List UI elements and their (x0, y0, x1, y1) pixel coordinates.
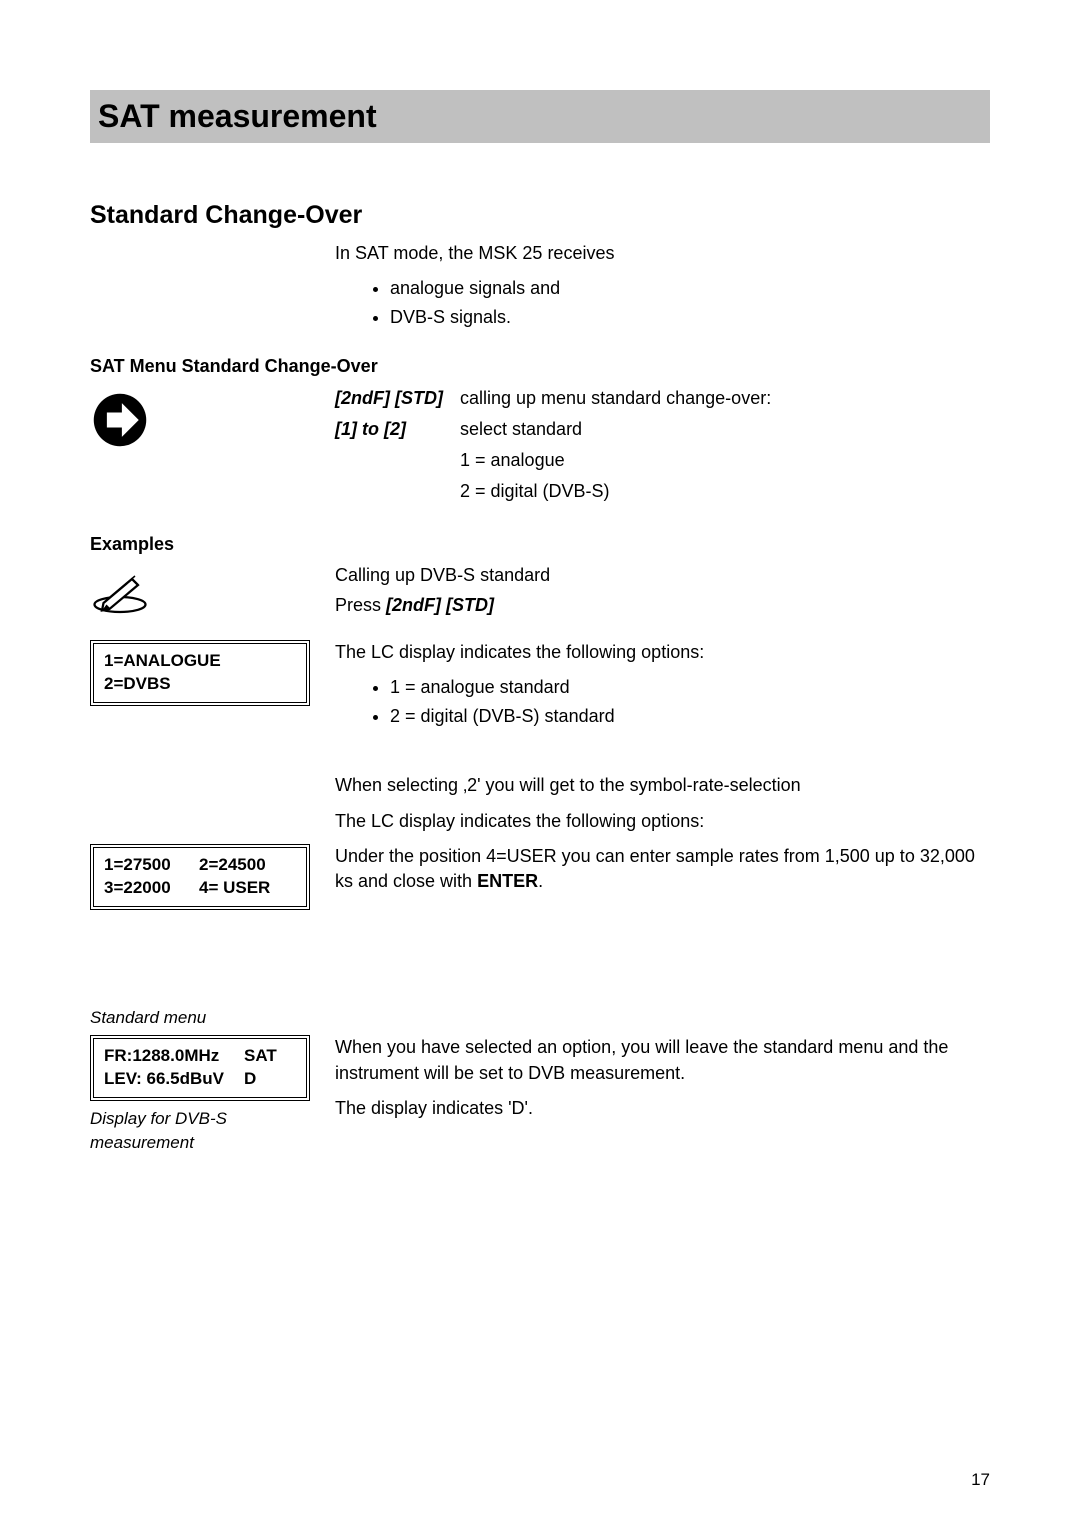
key-desc: select standard (460, 417, 990, 442)
p3-a: Under the position 4=USER you can enter … (335, 846, 975, 891)
key-label: [1] to [2] (335, 417, 450, 442)
list-item: 2 = digital (DVB-S) standard (390, 704, 990, 729)
lcd-cell: 3=22000 (104, 877, 199, 900)
lcd-cell: 1=27500 (104, 854, 199, 877)
press-prefix: Press (335, 595, 386, 615)
lcd-cell: SAT (244, 1045, 277, 1068)
option-item: 2 = digital (DVB-S) (460, 479, 990, 504)
lcd-box-1: 1=ANALOGUE 2=DVBS (90, 640, 310, 706)
examples-heading: Examples (90, 532, 990, 557)
key-desc: calling up menu standard change-over: (460, 386, 990, 411)
key-desc-table: [2ndF] [STD] calling up menu standard ch… (335, 386, 990, 442)
options-intro: The LC display indicates the following o… (335, 640, 990, 665)
intro-bullets: analogue signals and DVB-S signals. (335, 276, 990, 330)
page-number: 17 (971, 1468, 990, 1492)
list-item: DVB-S signals. (390, 305, 990, 330)
lcd-box-3: FR:1288.0MHz SAT LEV: 66.5dBuV D (90, 1035, 310, 1101)
lcd-cell: 4= USER (199, 877, 270, 900)
key-label: [2ndF] [STD] (335, 386, 450, 411)
press-instruction: Press [2ndF] [STD] (335, 593, 990, 618)
lcd-cell: FR:1288.0MHz (104, 1045, 244, 1068)
symbol-rate-p3: Under the position 4=USER you can enter … (335, 844, 990, 894)
lcd-line: 2=DVBS (104, 673, 296, 696)
intro-line: In SAT mode, the MSK 25 receives (335, 241, 990, 266)
symbol-rate-p2: The LC display indicates the following o… (335, 809, 990, 834)
standard-menu-p2: The display indicates 'D'. (335, 1096, 990, 1121)
options-bullets: 1 = analogue standard 2 = digital (DVB-S… (335, 675, 990, 729)
p3-c: . (538, 871, 543, 891)
standard-options: 1 = analogue 2 = digital (DVB-S) (460, 448, 990, 504)
standard-menu-p1: When you have selected an option, you wi… (335, 1035, 990, 1085)
list-item: 1 = analogue standard (390, 675, 990, 700)
pencil-icon (90, 567, 150, 615)
standard-menu-caption: Standard menu (90, 1006, 990, 1030)
title-bar: SAT measurement (90, 90, 990, 143)
lcd-cell: LEV: 66.5dBuV (104, 1068, 244, 1091)
lcd-cell: 2=24500 (199, 854, 266, 877)
sat-menu-heading: SAT Menu Standard Change-Over (90, 354, 990, 379)
p3-b: ENTER (477, 871, 538, 891)
symbol-rate-p1: When selecting ‚2' you will get to the s… (335, 773, 990, 798)
lcd-line: 1=ANALOGUE (104, 650, 296, 673)
list-item: analogue signals and (390, 276, 990, 301)
lcd-cell: D (244, 1068, 256, 1091)
option-item: 1 = analogue (460, 448, 990, 473)
arrow-right-icon (90, 390, 150, 450)
section-title: Standard Change-Over (90, 198, 990, 233)
press-key: [2ndF] [STD] (386, 595, 494, 615)
page-title: SAT measurement (98, 94, 982, 139)
example-line: Calling up DVB-S standard (335, 563, 990, 588)
display-caption: Display for DVB-S measurement (90, 1107, 335, 1155)
lcd-box-2: 1=27500 2=24500 3=22000 4= USER (90, 844, 310, 910)
